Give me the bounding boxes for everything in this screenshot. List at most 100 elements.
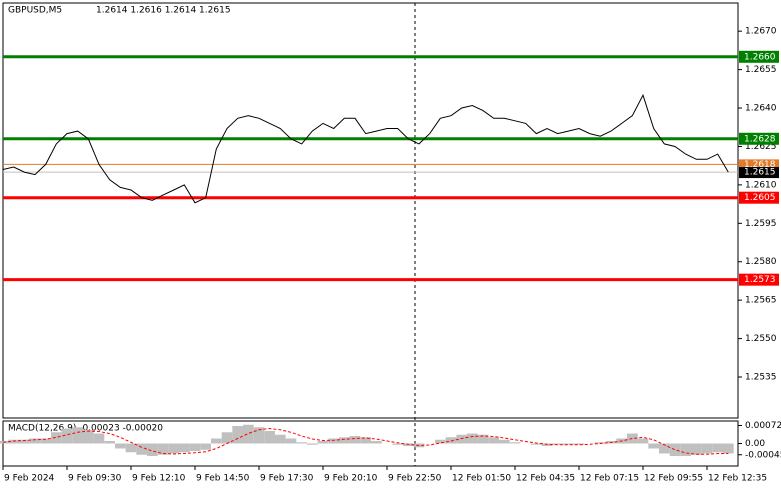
histogram-bar (8, 439, 19, 444)
histogram-bar (531, 443, 542, 445)
histogram-bar (93, 433, 105, 444)
x-tick-label: 12 Feb 09:55 (644, 474, 703, 484)
histogram-bar (83, 429, 94, 444)
histogram-bar (147, 443, 158, 456)
histogram-bar (467, 433, 478, 444)
histogram-bar (371, 441, 382, 444)
x-tick-label: 12 Feb 07:15 (580, 474, 639, 484)
level-tag (739, 273, 779, 286)
histogram-bar (104, 441, 115, 444)
level-tag (739, 50, 779, 63)
y-tick-label: 1.2595 (745, 219, 777, 229)
histogram-bar (275, 434, 286, 444)
histogram-bar (328, 438, 339, 444)
histogram-bar (360, 437, 371, 444)
histogram-bar (157, 443, 169, 455)
histogram-bar (691, 443, 702, 455)
x-tick-label: 9 Feb 14:50 (196, 474, 250, 484)
x-tick-label: 9 Feb 22:50 (388, 474, 442, 484)
chart-title: GBPUSD,M5 (8, 6, 62, 16)
histogram-bar (317, 441, 329, 444)
level-label: 1.2628 (744, 134, 776, 144)
histogram-bar (168, 443, 179, 454)
histogram-bar (499, 439, 510, 444)
histogram-bar (51, 432, 62, 444)
histogram-bar (232, 426, 243, 444)
histogram-bar (669, 443, 681, 456)
y-tick-label: 1.2565 (745, 296, 777, 306)
histogram-bar (680, 443, 691, 456)
level-tag (739, 132, 779, 145)
y-tick-label: 1.2655 (745, 65, 777, 75)
quote: 1.2614 1.2616 1.2614 1.2615 (96, 6, 231, 16)
y-tick-label: 1.2670 (745, 27, 777, 37)
histogram-bar (285, 438, 297, 444)
x-tick-label: 9 Feb 12:10 (132, 474, 186, 484)
histogram-bar (200, 443, 211, 450)
histogram-bar (243, 424, 254, 444)
histogram-bar (264, 431, 275, 444)
histogram-bar (627, 433, 638, 444)
price-label: 1.2615 (744, 168, 776, 178)
signal-line (2, 427, 729, 455)
price-line-series (2, 93, 729, 204)
histogram-bar (552, 443, 563, 445)
price-label: 1.2618 (744, 160, 776, 170)
price-panel (2, 2, 739, 419)
histogram-bar (435, 439, 446, 444)
histogram-bar (445, 437, 457, 444)
histogram-bar (712, 443, 723, 453)
histogram-bar (136, 443, 147, 455)
y-tick-label: 1.2535 (745, 373, 777, 383)
x-tick-label: 9 Feb 09:30 (68, 474, 122, 484)
y-tick-label: 1.2625 (745, 142, 777, 152)
y-tick-label: 1.2550 (745, 334, 777, 344)
histogram-bar (637, 438, 649, 444)
histogram-bar (477, 434, 489, 444)
indicator-title: MACD(12,26,9) -0.00023 -0.00020 (8, 424, 163, 434)
histogram-bar (723, 443, 734, 454)
x-tick-label: 12 Feb 01:50 (452, 474, 511, 484)
histogram-bar (29, 438, 41, 444)
histogram-bar (339, 437, 350, 444)
histogram-bar (40, 438, 51, 444)
level-label: 1.2660 (744, 52, 776, 62)
level-label: 1.2605 (744, 193, 776, 203)
histogram-bar (456, 434, 467, 444)
histogram-bar (509, 442, 521, 444)
y-tick-label: 0.00 (745, 439, 765, 449)
price-tag (739, 159, 779, 171)
y-tick-label: 0.00072 (745, 421, 781, 431)
histogram-bar (595, 442, 606, 444)
histogram-bar (296, 442, 307, 444)
histogram-bar (19, 439, 30, 444)
histogram-bar (125, 443, 137, 453)
histogram-bar (221, 432, 233, 444)
y-tick-label: -0.00045 (745, 450, 781, 460)
x-tick-label: 9 Feb 20:10 (324, 474, 378, 484)
histogram-bar (573, 443, 585, 445)
histogram-bar (349, 436, 361, 444)
y-tick-label: 1.2580 (745, 257, 777, 267)
histogram-bar (659, 443, 670, 454)
histogram-bar (648, 443, 659, 449)
level-tag (739, 191, 779, 204)
histogram-bar (61, 428, 73, 444)
x-tick-label: 9 Feb 2024 (4, 474, 55, 484)
y-tick-label: 1.2640 (745, 104, 777, 114)
x-tick-label: 12 Feb 12:35 (708, 474, 767, 484)
x-tick-label: 9 Feb 17:30 (260, 474, 314, 484)
histogram-bar (392, 443, 403, 445)
histogram-bar (563, 443, 574, 445)
level-label: 1.2573 (744, 275, 776, 285)
histogram-bar (189, 443, 201, 451)
histogram-bar (488, 437, 499, 444)
price-tag (739, 167, 779, 179)
histogram-bar (307, 443, 318, 445)
histogram-bar (211, 438, 222, 444)
histogram-bar (72, 427, 83, 444)
histogram-bar (701, 443, 713, 454)
x-tick-label: 12 Feb 04:35 (516, 474, 575, 484)
histogram-bar (253, 427, 265, 444)
